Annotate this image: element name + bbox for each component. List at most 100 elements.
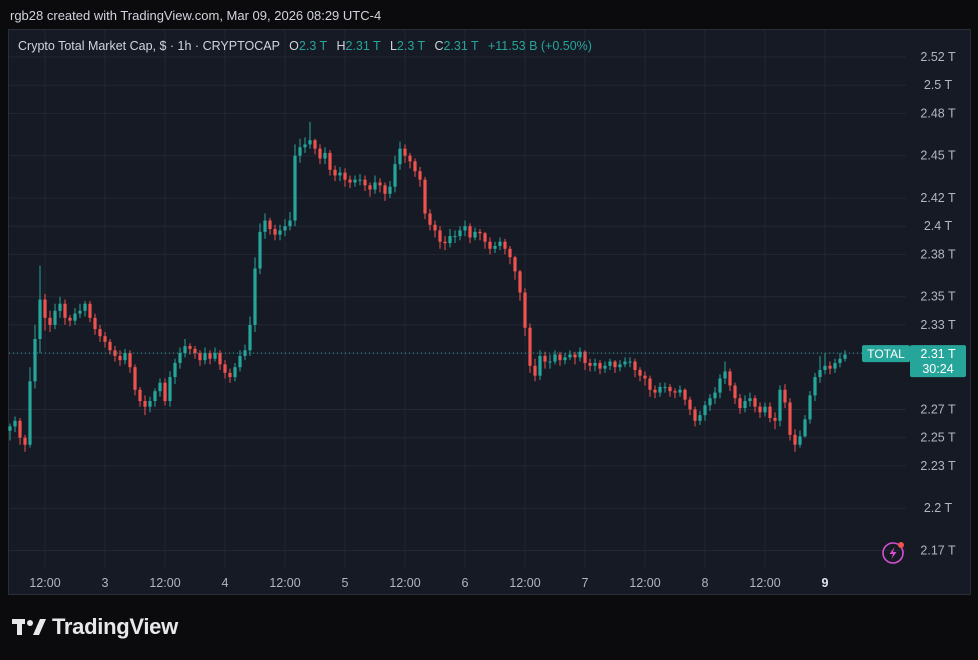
candle-body: [778, 389, 782, 421]
candle-body: [443, 241, 447, 244]
y-tick-label: 2.48 T: [920, 106, 956, 120]
candle-body: [563, 357, 567, 361]
candle: [328, 150, 332, 176]
lightning-icon[interactable]: [882, 542, 904, 564]
candle-body: [823, 365, 827, 371]
symbol-tag-text: TOTAL: [867, 347, 905, 361]
y-tick-label: 2.23 T: [920, 459, 956, 473]
candle-body: [488, 241, 492, 249]
candle-body: [843, 354, 847, 359]
candle: [758, 402, 762, 418]
candle-body: [583, 351, 587, 363]
candle: [708, 393, 712, 411]
candle-body: [748, 398, 752, 402]
candle-body: [783, 389, 787, 403]
candle-body: [603, 365, 607, 369]
candle: [293, 144, 297, 227]
candle: [733, 382, 737, 404]
candle: [318, 144, 322, 165]
candle-body: [28, 381, 32, 445]
candle: [478, 229, 482, 241]
candle: [663, 382, 667, 393]
brand-name: TradingView: [52, 614, 178, 639]
y-tick-label: 2.5 T: [924, 78, 953, 92]
candle-body: [618, 364, 622, 368]
candle-body: [283, 226, 287, 231]
candle-body: [478, 231, 482, 234]
candle-body: [228, 372, 232, 378]
candle-body: [528, 327, 532, 366]
chart-panel[interactable]: [8, 29, 971, 595]
candle-body: [588, 362, 592, 366]
candle: [608, 358, 612, 371]
candle-body: [433, 224, 437, 231]
x-tick-label: 12:00: [629, 576, 660, 590]
candle-body: [158, 382, 162, 392]
candle-body: [43, 299, 47, 318]
tradingview-branding[interactable]: TradingView: [12, 614, 178, 640]
candle-body: [213, 353, 217, 359]
legend-low-value: 2.3 T: [396, 39, 425, 53]
candle: [273, 224, 277, 241]
candle: [468, 223, 472, 244]
candle-body: [183, 346, 187, 354]
candle-body: [738, 398, 742, 409]
candle-body: [453, 236, 457, 238]
price-axis: 2.52 T 2.5 T 2.48 T 2.45 T 2.42 T 2.4 T 2.38 T…: [920, 50, 956, 558]
x-tick-label: 12:00: [149, 576, 180, 590]
candle: [193, 346, 197, 359]
candle: [408, 152, 412, 169]
candle: [298, 138, 302, 163]
candle-body: [838, 358, 842, 363]
candle-body: [218, 353, 222, 365]
candle-body: [683, 389, 687, 400]
candle: [83, 300, 87, 317]
chart-attribution: rgb28 created with TradingView.com, Mar …: [10, 8, 382, 23]
candle-body: [368, 185, 372, 190]
candle: [403, 144, 407, 163]
y-tick-label: 2.4 T: [924, 219, 953, 233]
candle-body: [808, 395, 812, 420]
candle-body: [653, 389, 657, 393]
candle: [458, 226, 462, 241]
candle-body: [173, 362, 177, 378]
candle: [323, 147, 327, 165]
candle: [58, 296, 62, 318]
candle-body: [548, 361, 552, 363]
candle: [33, 324, 37, 389]
candle: [763, 402, 767, 417]
candle: [333, 165, 337, 182]
candle-body: [593, 362, 597, 366]
y-tick-label: 2.17 T: [920, 544, 956, 558]
candle: [153, 388, 157, 407]
symbol-tag-bg: [862, 345, 910, 363]
candle: [678, 385, 682, 397]
candle-body: [718, 378, 722, 393]
candle: [313, 138, 317, 155]
candle-body: [668, 386, 672, 392]
candle-body: [733, 385, 737, 399]
candle-body: [203, 353, 207, 361]
candle-body: [23, 437, 27, 445]
candle: [278, 224, 282, 241]
candle: [623, 357, 627, 368]
candle: [73, 307, 77, 325]
candle: [723, 361, 727, 385]
candle-body: [723, 371, 727, 379]
candle-body: [418, 171, 422, 180]
candle-body: [98, 329, 102, 337]
candle-body: [753, 398, 757, 407]
candle: [183, 339, 187, 358]
x-tick-label: 7: [582, 576, 589, 590]
y-tick-label: 2.25 T: [920, 431, 956, 445]
candle-body: [508, 248, 512, 258]
tradingview-logo-icon: [12, 619, 46, 635]
candle: [613, 360, 617, 373]
candle: [203, 347, 207, 365]
candle-body: [118, 355, 122, 361]
candle-body: [83, 303, 87, 311]
candle-body: [413, 161, 417, 172]
candle-body: [383, 185, 387, 194]
legend-high-value: 2.31 T: [345, 39, 381, 53]
